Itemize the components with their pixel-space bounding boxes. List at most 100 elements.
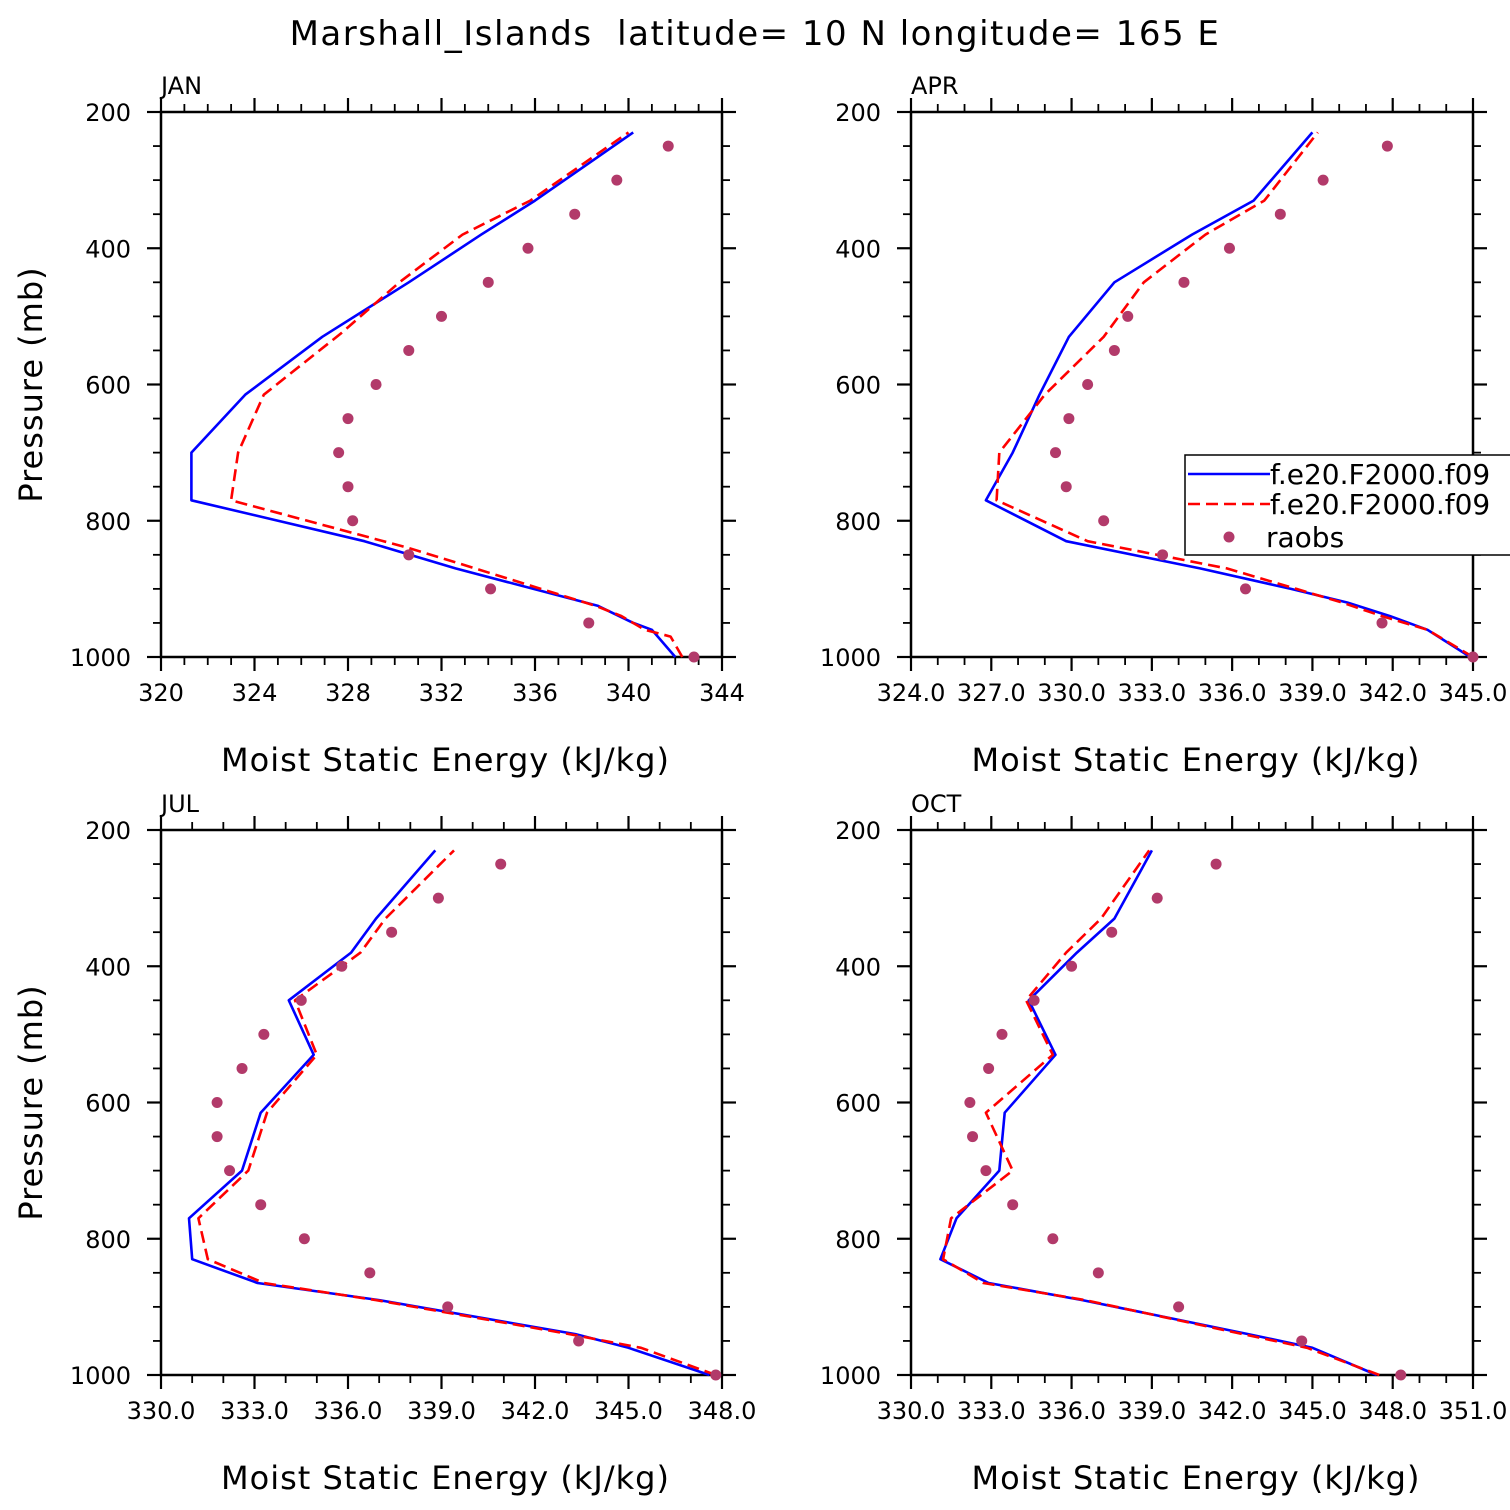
raobs-point <box>295 994 307 1006</box>
raobs-point <box>1240 583 1252 595</box>
raobs-point <box>1157 549 1169 561</box>
y-axis-label: Pressure (mb) <box>12 266 50 502</box>
raobs-point <box>1092 1267 1104 1279</box>
y-tick-label: 600 <box>85 1090 131 1118</box>
x-tick-label: 345.0 <box>1278 1397 1347 1425</box>
y-tick-label: 600 <box>85 372 131 400</box>
x-tick-label: 351.0 <box>1439 1397 1508 1425</box>
y-tick-label: 800 <box>835 1226 881 1254</box>
x-tick-label: 330.0 <box>1037 679 1106 707</box>
raobs-point <box>347 515 359 527</box>
raobs-point <box>662 140 674 152</box>
raobs-point <box>342 481 354 493</box>
raobs-point <box>485 583 497 595</box>
panel-label: APR <box>911 72 959 100</box>
panel-jan: 320 324 328 332 336 340 344 200 400 600 800 1000 JAN… <box>12 72 745 779</box>
legend-label: f.e20.F2000.f09 <box>1270 488 1490 521</box>
x-tick-label: 333.0 <box>1117 679 1186 707</box>
y-tick-label: 400 <box>85 235 131 263</box>
raobs-point <box>980 1165 992 1177</box>
raobs-point <box>342 413 354 425</box>
y-tick-label: 400 <box>835 953 881 981</box>
x-tick-label: 328 <box>325 679 371 707</box>
x-tick-label: 333.0 <box>957 1397 1026 1425</box>
x-tick-label: 342.0 <box>1358 679 1427 707</box>
raobs-point <box>1223 242 1235 254</box>
raobs-point <box>688 651 700 663</box>
x-tick-label: 340 <box>606 679 652 707</box>
raobs-point <box>436 310 447 322</box>
panel-label: JAN <box>159 72 202 100</box>
raobs-point <box>522 242 534 254</box>
raobs-point <box>1376 617 1388 629</box>
panel-oct: 330.0 333.0 336.0 339.0 342.0 345.0 348.0 351.0… <box>820 790 1507 1497</box>
y-tick-label: 1000 <box>820 644 881 672</box>
panel-label: JUL <box>159 790 200 818</box>
y-tick-label: 200 <box>835 817 881 845</box>
x-tick-label: 345.0 <box>594 1397 663 1425</box>
x-axis-label: Moist Static Energy (kJ/kg) <box>972 741 1421 779</box>
model-series-line-dashed <box>197 849 717 1377</box>
raobs-point <box>1050 447 1062 459</box>
model-series-line-solid <box>187 849 710 1377</box>
x-tick-label: 345.0 <box>1439 679 1508 707</box>
y-tick-label: 800 <box>85 508 131 536</box>
plot-frame <box>909 110 1475 659</box>
raobs-point <box>224 1165 236 1177</box>
x-tick-label: 339.0 <box>1117 1397 1186 1425</box>
y-tick-label: 600 <box>835 1090 881 1118</box>
raobs-point <box>1063 413 1075 425</box>
plot-frame <box>159 110 724 659</box>
raobs-point <box>1007 1199 1019 1211</box>
raobs-point <box>569 208 581 220</box>
raobs-point <box>1395 1369 1407 1381</box>
x-tick-label: 344 <box>699 679 745 707</box>
x-tick-label: 342.0 <box>1198 1397 1267 1425</box>
chart-title: Marshall_Islands latitude= 10 N longitud… <box>290 14 1221 54</box>
raobs-point <box>611 174 623 186</box>
raobs-point <box>495 858 507 870</box>
model-series-line-solid <box>939 849 1378 1377</box>
x-axis-label: Moist Static Energy (kJ/kg) <box>221 1459 670 1497</box>
x-tick-label: 330.0 <box>877 1397 946 1425</box>
legend-label: f.e20.F2000.f09 <box>1270 458 1490 491</box>
raobs-point <box>1381 140 1393 152</box>
x-tick-label: 336.0 <box>1198 679 1267 707</box>
raobs-point <box>298 1233 310 1245</box>
y-tick-label: 800 <box>835 508 881 536</box>
x-axis-label: Moist Static Energy (kJ/kg) <box>221 741 670 779</box>
y-tick-label: 1000 <box>820 1362 881 1390</box>
x-tick-label: 330.0 <box>127 1397 196 1425</box>
x-tick-label: 348.0 <box>1358 1397 1427 1425</box>
raobs-point <box>403 344 415 356</box>
x-tick-label: 324 <box>232 679 278 707</box>
model-series-line-dashed <box>941 849 1380 1377</box>
y-tick-label: 200 <box>85 817 131 845</box>
raobs-point <box>1047 1233 1059 1245</box>
raobs-point <box>1066 960 1078 972</box>
raobs-point <box>1296 1335 1308 1347</box>
plot-frame <box>909 828 1475 1377</box>
y-tick-label: 600 <box>835 372 881 400</box>
x-tick-label: 324.0 <box>877 679 946 707</box>
legend-marker-raobs <box>1223 531 1235 543</box>
raobs-point <box>1317 174 1329 186</box>
y-tick-label: 800 <box>85 1226 131 1254</box>
raobs-point <box>255 1199 267 1211</box>
raobs-point <box>583 617 595 629</box>
y-tick-label: 400 <box>85 953 131 981</box>
x-axis-label: Moist Static Energy (kJ/kg) <box>972 1459 1421 1497</box>
model-series-line-dashed <box>995 131 1474 659</box>
raobs-point <box>333 447 345 459</box>
raobs-point <box>211 1097 223 1108</box>
y-tick-label: 1000 <box>70 1362 131 1390</box>
raobs-point <box>403 549 415 561</box>
legend-label: raobs <box>1266 521 1344 554</box>
x-tick-label: 336.0 <box>314 1397 383 1425</box>
x-tick-label: 320 <box>138 679 184 707</box>
raobs-point <box>258 1028 270 1040</box>
raobs-point <box>236 1062 248 1074</box>
raobs-point <box>1274 208 1286 220</box>
raobs-point <box>1082 379 1094 390</box>
